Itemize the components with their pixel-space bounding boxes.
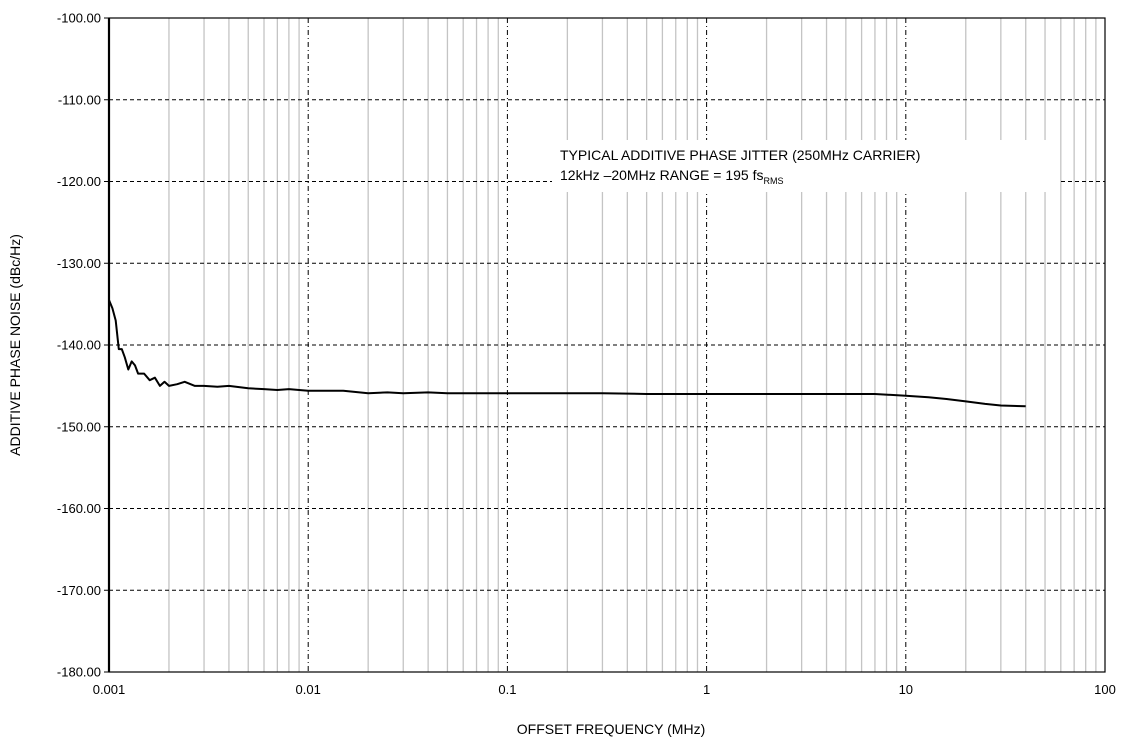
y-tick-label: -180.00 [57, 665, 101, 680]
x-axis-title: OFFSET FREQUENCY (MHz) [517, 721, 706, 737]
annotation-line-2: 12kHz –20MHz RANGE = 195 fsRMS [560, 167, 783, 186]
x-tick-label: 0.01 [296, 682, 321, 697]
y-tick-label: -170.00 [57, 583, 101, 598]
y-tick-label: -110.00 [58, 92, 101, 107]
phase-noise-line [108, 299, 1026, 408]
annotation-rms-subscript: RMS [763, 176, 783, 186]
x-tick-label: 10 [899, 682, 913, 697]
x-tick-label: 100 [1094, 682, 1116, 697]
y-tick-label: -130.00 [57, 256, 101, 271]
y-tick-label: -150.00 [57, 419, 101, 434]
x-tick-label: 0.1 [498, 682, 516, 697]
y-tick-label: -140.00 [57, 338, 101, 353]
x-tick-labels: 0.001 0.01 0.1 1 10 100 [93, 682, 1116, 697]
series-group [108, 299, 1026, 408]
annotation-line-1: TYPICAL ADDITIVE PHASE JITTER (250MHz CA… [560, 147, 920, 163]
x-tick-label: 0.001 [93, 682, 126, 697]
x-tick-label: 1 [703, 682, 710, 697]
annotation-box [552, 140, 1058, 192]
y-tick-label: -160.00 [57, 501, 101, 516]
annotation-line-2-text: 12kHz –20MHz RANGE = 195 fs [560, 167, 763, 183]
y-tick-label: -120.00 [57, 174, 101, 189]
y-tick-label: -100.00 [57, 11, 101, 26]
y-tick-labels: -100.00 -110.00 -120.00 -130.00 -140.00 -150.… [57, 11, 109, 680]
y-axis-title: ADDITIVE PHASE NOISE (dBc/Hz) [7, 234, 23, 456]
